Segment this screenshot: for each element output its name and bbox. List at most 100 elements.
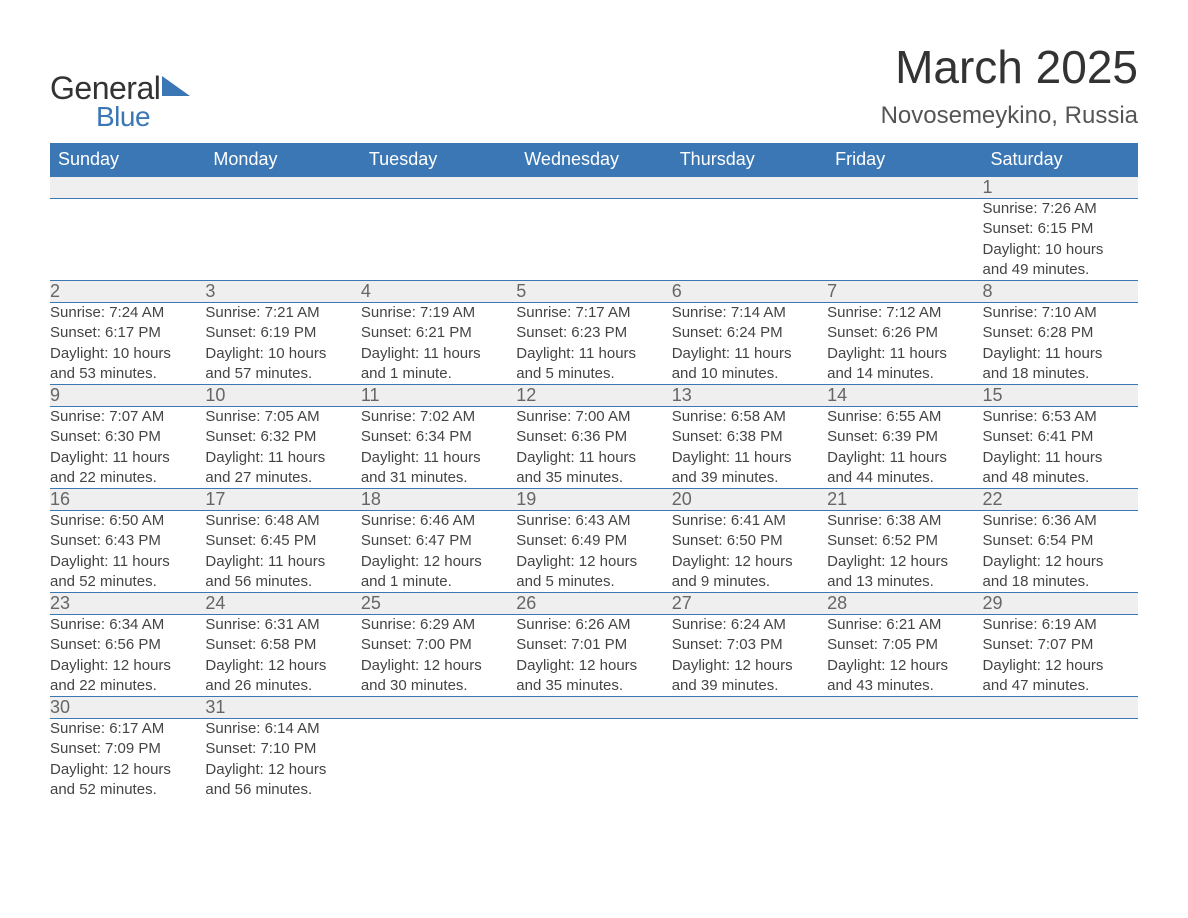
sunrise-text: Sunrise: 6:36 AM: [983, 511, 1138, 531]
sunset-text: Sunset: 6:52 PM: [827, 531, 982, 551]
daylight-text-1: Daylight: 11 hours: [983, 448, 1138, 468]
sunset-text: Sunset: 7:07 PM: [983, 635, 1138, 655]
day-detail-cell: Sunrise: 7:26 AMSunset: 6:15 PMDaylight:…: [983, 199, 1138, 281]
daylight-text-1: Daylight: 11 hours: [361, 448, 516, 468]
day-number-cell: 19: [516, 489, 671, 511]
daylight-text-1: Daylight: 11 hours: [827, 344, 982, 364]
daylight-text-2: and 9 minutes.: [672, 572, 827, 592]
day-detail-cell: Sunrise: 6:38 AMSunset: 6:52 PMDaylight:…: [827, 511, 982, 593]
sunrise-text: Sunrise: 7:10 AM: [983, 303, 1138, 323]
daylight-text-1: Daylight: 12 hours: [205, 656, 360, 676]
daylight-text-2: and 5 minutes.: [516, 572, 671, 592]
day-number-cell: 21: [827, 489, 982, 511]
daylight-text-1: Daylight: 11 hours: [672, 344, 827, 364]
day-detail-cell: [672, 719, 827, 801]
sunset-text: Sunset: 6:38 PM: [672, 427, 827, 447]
day-number-cell: 18: [361, 489, 516, 511]
daylight-text-1: Daylight: 11 hours: [516, 344, 671, 364]
daylight-text-1: Daylight: 11 hours: [361, 344, 516, 364]
sunset-text: Sunset: 6:24 PM: [672, 323, 827, 343]
day-detail-cell: [516, 719, 671, 801]
calendar-body: 1 Sunrise: 7:26 AMSunset: 6:15 PMDayligh…: [50, 177, 1138, 801]
daylight-text-2: and 43 minutes.: [827, 676, 982, 696]
daylight-text-1: Daylight: 12 hours: [672, 656, 827, 676]
sunrise-text: Sunrise: 6:24 AM: [672, 615, 827, 635]
day-detail-row: Sunrise: 6:34 AMSunset: 6:56 PMDaylight:…: [50, 615, 1138, 697]
day-number-cell: 5: [516, 281, 671, 303]
daylight-text-2: and 56 minutes.: [205, 780, 360, 800]
sunset-text: Sunset: 6:32 PM: [205, 427, 360, 447]
sunrise-text: Sunrise: 7:05 AM: [205, 407, 360, 427]
day-detail-cell: Sunrise: 7:14 AMSunset: 6:24 PMDaylight:…: [672, 303, 827, 385]
day-number-cell: [672, 697, 827, 719]
daylight-text-2: and 18 minutes.: [983, 364, 1138, 384]
day-number-cell: 29: [983, 593, 1138, 615]
daylight-text-1: Daylight: 12 hours: [205, 760, 360, 780]
sunrise-text: Sunrise: 7:12 AM: [827, 303, 982, 323]
sunset-text: Sunset: 6:47 PM: [361, 531, 516, 551]
day-number-cell: [827, 177, 982, 199]
day-detail-cell: [672, 199, 827, 281]
daylight-text-2: and 35 minutes.: [516, 676, 671, 696]
day-number-cell: 28: [827, 593, 982, 615]
weekday-header: Monday: [205, 143, 360, 177]
day-detail-cell: Sunrise: 7:05 AMSunset: 6:32 PMDaylight:…: [205, 407, 360, 489]
sunset-text: Sunset: 6:21 PM: [361, 323, 516, 343]
daylight-text-2: and 27 minutes.: [205, 468, 360, 488]
day-number-cell: 25: [361, 593, 516, 615]
day-detail-cell: Sunrise: 6:58 AMSunset: 6:38 PMDaylight:…: [672, 407, 827, 489]
sunset-text: Sunset: 6:43 PM: [50, 531, 205, 551]
daylight-text-1: Daylight: 11 hours: [983, 344, 1138, 364]
day-number-row: 1: [50, 177, 1138, 199]
daylight-text-1: Daylight: 12 hours: [983, 552, 1138, 572]
day-number-row: 2345678: [50, 281, 1138, 303]
sunset-text: Sunset: 6:56 PM: [50, 635, 205, 655]
sunset-text: Sunset: 6:26 PM: [827, 323, 982, 343]
day-detail-cell: Sunrise: 6:41 AMSunset: 6:50 PMDaylight:…: [672, 511, 827, 593]
day-detail-cell: Sunrise: 6:53 AMSunset: 6:41 PMDaylight:…: [983, 407, 1138, 489]
day-number-cell: 1: [983, 177, 1138, 199]
sunset-text: Sunset: 7:09 PM: [50, 739, 205, 759]
day-number-cell: 24: [205, 593, 360, 615]
sunset-text: Sunset: 6:39 PM: [827, 427, 982, 447]
daylight-text-1: Daylight: 11 hours: [827, 448, 982, 468]
sunset-text: Sunset: 6:17 PM: [50, 323, 205, 343]
day-number-cell: 8: [983, 281, 1138, 303]
sunset-text: Sunset: 6:36 PM: [516, 427, 671, 447]
day-detail-cell: Sunrise: 7:00 AMSunset: 6:36 PMDaylight:…: [516, 407, 671, 489]
sunrise-text: Sunrise: 6:26 AM: [516, 615, 671, 635]
weekday-header: Friday: [827, 143, 982, 177]
day-number-cell: [361, 697, 516, 719]
sunrise-text: Sunrise: 6:53 AM: [983, 407, 1138, 427]
daylight-text-2: and 14 minutes.: [827, 364, 982, 384]
day-detail-cell: [50, 199, 205, 281]
day-number-cell: 11: [361, 385, 516, 407]
sunrise-text: Sunrise: 6:21 AM: [827, 615, 982, 635]
day-detail-cell: Sunrise: 7:07 AMSunset: 6:30 PMDaylight:…: [50, 407, 205, 489]
brand-logo: General Blue: [50, 70, 190, 133]
day-number-row: 16171819202122: [50, 489, 1138, 511]
day-number-cell: 7: [827, 281, 982, 303]
daylight-text-1: Daylight: 12 hours: [983, 656, 1138, 676]
day-detail-cell: Sunrise: 7:10 AMSunset: 6:28 PMDaylight:…: [983, 303, 1138, 385]
day-detail-cell: Sunrise: 6:43 AMSunset: 6:49 PMDaylight:…: [516, 511, 671, 593]
sunset-text: Sunset: 7:01 PM: [516, 635, 671, 655]
sunrise-text: Sunrise: 6:34 AM: [50, 615, 205, 635]
daylight-text-1: Daylight: 11 hours: [50, 552, 205, 572]
daylight-text-2: and 35 minutes.: [516, 468, 671, 488]
daylight-text-2: and 52 minutes.: [50, 572, 205, 592]
daylight-text-2: and 39 minutes.: [672, 676, 827, 696]
sunrise-text: Sunrise: 7:21 AM: [205, 303, 360, 323]
daylight-text-1: Daylight: 12 hours: [361, 656, 516, 676]
daylight-text-1: Daylight: 10 hours: [50, 344, 205, 364]
daylight-text-1: Daylight: 11 hours: [50, 448, 205, 468]
daylight-text-1: Daylight: 12 hours: [827, 656, 982, 676]
daylight-text-2: and 10 minutes.: [672, 364, 827, 384]
day-number-cell: 15: [983, 385, 1138, 407]
daylight-text-2: and 39 minutes.: [672, 468, 827, 488]
day-number-cell: 14: [827, 385, 982, 407]
day-number-cell: [672, 177, 827, 199]
day-detail-cell: Sunrise: 7:02 AMSunset: 6:34 PMDaylight:…: [361, 407, 516, 489]
day-number-cell: 23: [50, 593, 205, 615]
day-number-row: 9101112131415: [50, 385, 1138, 407]
